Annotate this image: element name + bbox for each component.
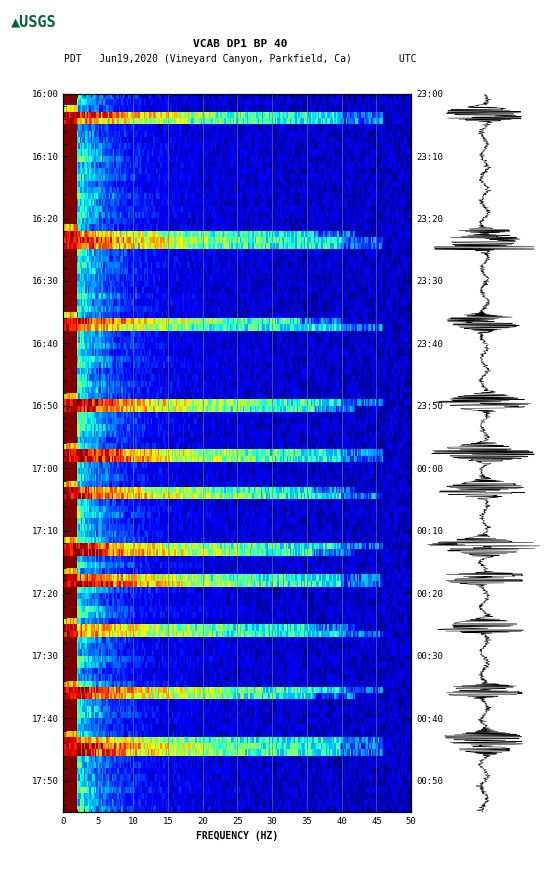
- X-axis label: FREQUENCY (HZ): FREQUENCY (HZ): [196, 831, 279, 841]
- Text: ▲USGS: ▲USGS: [11, 14, 57, 29]
- Text: VCAB DP1 BP 40: VCAB DP1 BP 40: [193, 38, 288, 49]
- Text: PDT   Jun19,2020 (Vineyard Canyon, Parkfield, Ca)        UTC: PDT Jun19,2020 (Vineyard Canyon, Parkfie…: [64, 54, 416, 64]
